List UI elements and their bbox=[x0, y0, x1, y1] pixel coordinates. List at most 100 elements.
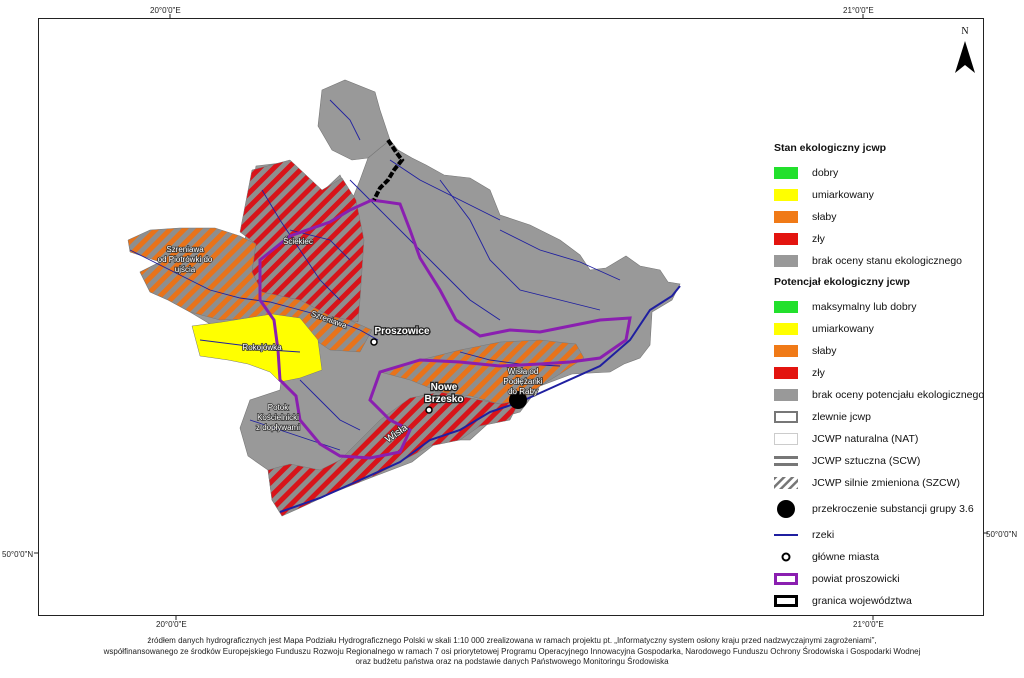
legend-label: słaby bbox=[812, 345, 837, 357]
legend-label: JCWP silnie zmieniona (SZCW) bbox=[812, 477, 960, 489]
coord-top-right: 21°0'0"E bbox=[843, 6, 874, 15]
label-potok-2: Kościelnicki bbox=[257, 413, 299, 422]
label-wisla-od-3: do Raby bbox=[508, 387, 538, 396]
swatch-nat bbox=[774, 433, 798, 445]
coord-top-left: 20°0'0"E bbox=[150, 6, 181, 15]
swatch-orange bbox=[774, 345, 798, 357]
legend-item-miasta: główne miasta bbox=[774, 546, 980, 568]
legend-label: brak oceny stanu ekologicznego bbox=[812, 255, 963, 267]
label-potok-3: z dopływami bbox=[256, 423, 300, 432]
footer-line-1: źródłem danych hydrograficznych jest Map… bbox=[147, 636, 877, 645]
legend-label: przekroczenie substancji grupy 3.6 bbox=[812, 503, 974, 515]
jcwp-wisla-podlezanki bbox=[379, 339, 585, 405]
powiat-proszowicki-boundary bbox=[258, 198, 632, 460]
legend-label: brak oceny potencjału ekologicznego bbox=[812, 389, 985, 401]
city-circle-icon bbox=[781, 552, 791, 562]
coord-right-lat: 50°0'0"N bbox=[986, 530, 1018, 539]
label-nowe-brzesko-2: Brzesko bbox=[425, 394, 464, 405]
legend-heading-potencjal: Potencjał ekologiczny jcwp bbox=[774, 276, 910, 288]
legend-label: granica województwa bbox=[812, 595, 912, 607]
legend-label: dobry bbox=[812, 167, 839, 179]
north-arrow-icon bbox=[955, 41, 975, 73]
swatch-grey bbox=[774, 255, 798, 267]
label-potok-1: Potok bbox=[268, 403, 289, 412]
legend-label: zlewnie jcwp bbox=[812, 411, 871, 423]
wisla-river-line bbox=[279, 285, 681, 513]
coord-bottom-left: 20°0'0"E bbox=[156, 620, 187, 629]
legend-label: maksymalny lub dobry bbox=[812, 301, 917, 313]
legend-label: JCWP naturalna (NAT) bbox=[812, 433, 919, 445]
footer-source: źródłem danych hydrograficznych jest Map… bbox=[0, 636, 1024, 668]
black-dot-icon bbox=[777, 500, 795, 518]
legend-item-stan-dobry: dobry bbox=[774, 162, 980, 184]
legend-item-stan-umiarkowany: umiarkowany bbox=[774, 184, 980, 206]
legend-item-nat: JCWP naturalna (NAT) bbox=[774, 428, 980, 450]
swatch-red bbox=[774, 367, 798, 379]
swatch-granica bbox=[774, 595, 798, 607]
city-marker-nowe-brzesko bbox=[425, 406, 433, 414]
legend-heading-stan: Stan ekologiczny jcwp bbox=[774, 142, 887, 154]
swatch-hatch bbox=[774, 477, 798, 489]
swatch-outline bbox=[774, 411, 798, 423]
legend: Stan ekologiczny jcwp dobry umiarkowany … bbox=[774, 140, 984, 612]
legend-item-pot-brak: brak oceny potencjału ekologicznego bbox=[774, 384, 984, 406]
legend-label: JCWP sztuczna (SCW) bbox=[812, 455, 921, 467]
legend-label: zły bbox=[812, 367, 825, 379]
coord-left-lat: 50°0'0"N bbox=[2, 550, 34, 559]
label-rokojowka: Rokojówka bbox=[242, 343, 282, 352]
legend-item-powiat: powiat proszowicki bbox=[774, 568, 980, 590]
legend-label: zły bbox=[812, 233, 825, 245]
north-arrow: N bbox=[952, 26, 978, 82]
jcwp-szreniawa-lower bbox=[127, 227, 373, 353]
label-szreniawa-lower-3: ujścia bbox=[175, 265, 196, 274]
legend-item-zlewnie: zlewnie jcwp bbox=[774, 406, 980, 428]
swatch-green bbox=[774, 167, 798, 179]
footer-line-3: oraz budżetu państwa oraz na podstawie d… bbox=[355, 657, 669, 666]
label-proszowice: Proszowice bbox=[374, 326, 429, 337]
legend-item-substancje: przekroczenie substancji grupy 3.6 bbox=[774, 494, 980, 524]
legend-item-stan-zly: zły bbox=[774, 228, 980, 250]
legend-item-pot-umiarkowany: umiarkowany bbox=[774, 318, 980, 340]
swatch-yellow bbox=[774, 323, 798, 335]
city-marker-proszowice bbox=[370, 338, 378, 346]
swatch-red bbox=[774, 233, 798, 245]
river-line-icon bbox=[774, 534, 798, 536]
legend-item-szcw: JCWP silnie zmieniona (SZCW) bbox=[774, 472, 980, 494]
legend-item-pot-dobry: maksymalny lub dobry bbox=[774, 296, 980, 318]
swatch-scw bbox=[774, 456, 798, 466]
legend-item-pot-zly: zły bbox=[774, 362, 980, 384]
coord-bottom-right: 21°0'0"E bbox=[853, 620, 884, 629]
legend-label: słaby bbox=[812, 211, 837, 223]
label-nowe-brzesko-1: Nowe bbox=[431, 382, 458, 393]
legend-label: powiat proszowicki bbox=[812, 573, 900, 585]
legend-item-pot-slaby: słaby bbox=[774, 340, 980, 362]
legend-item-rzeki: rzeki bbox=[774, 524, 980, 546]
granica-wojewodztwa bbox=[372, 138, 405, 201]
label-sciekiec: Ściekiec bbox=[283, 237, 313, 246]
frame-ticks bbox=[34, 14, 988, 620]
label-wisla-od-1: Wisła od bbox=[508, 367, 539, 376]
legend-label: umiarkowany bbox=[812, 189, 874, 201]
label-szreniawa-lower-1: Szreniawa bbox=[166, 245, 204, 254]
label-wisla-od-2: Podłężanki bbox=[503, 377, 542, 386]
substancja-3-6-point bbox=[509, 391, 527, 409]
swatch-grey bbox=[774, 389, 798, 401]
legend-item-scw: JCWP sztuczna (SCW) bbox=[774, 450, 980, 472]
jcwp-sciekiec bbox=[239, 159, 365, 323]
swatch-yellow bbox=[774, 189, 798, 201]
legend-item-stan-slaby: słaby bbox=[774, 206, 980, 228]
catchment-north-lobe bbox=[317, 79, 391, 161]
legend-item-stan-brak: brak oceny stanu ekologicznego bbox=[774, 250, 980, 272]
swatch-orange bbox=[774, 211, 798, 223]
swatch-green bbox=[774, 301, 798, 313]
label-szreniawa-lower-2: od Piotrówki do bbox=[158, 255, 213, 264]
legend-item-granica: granica województwa bbox=[774, 590, 980, 612]
rivers bbox=[129, 99, 621, 451]
north-letter: N bbox=[961, 26, 969, 37]
swatch-powiat bbox=[774, 573, 798, 585]
footer-line-2: współfinansowanego ze środków Europejski… bbox=[103, 646, 921, 656]
legend-label: główne miasta bbox=[812, 551, 880, 563]
legend-label: umiarkowany bbox=[812, 323, 874, 335]
legend-label: rzeki bbox=[812, 529, 835, 541]
